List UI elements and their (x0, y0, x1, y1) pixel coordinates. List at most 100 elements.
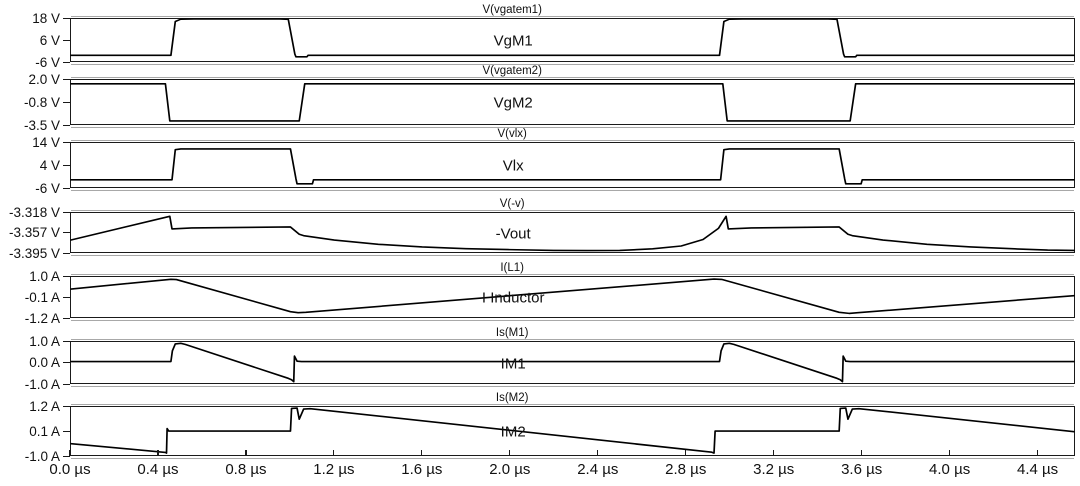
panel-title-vgm1: V(vgatem1) (482, 4, 542, 16)
waveform-svg (70, 83, 1075, 122)
panel-plot-im1[interactable]: IM1 (70, 339, 1075, 387)
panel-title-vlx: V(vlx) (497, 128, 527, 140)
y-tick-label: 2.0 V (28, 71, 60, 87)
panel-separator (71, 255, 1074, 256)
waveform-svg (70, 278, 1075, 315)
y-tick (63, 232, 70, 234)
y-tick-label: -3.357 V (8, 225, 60, 240)
waveform-trace-vlx (70, 148, 1075, 185)
waveform-trace-vgm1 (70, 18, 1075, 58)
panel-separator (71, 458, 1074, 459)
panel-label-i-inductor: I Inductor (481, 289, 545, 307)
x-tick (597, 450, 599, 456)
x-tick (69, 450, 71, 456)
panel-title-im1: Is(M1) (495, 327, 529, 339)
waveform-trace-vgm2 (70, 83, 1075, 122)
panel-separator (71, 64, 1074, 65)
panel-separator (71, 127, 1074, 128)
x-tick (333, 450, 335, 456)
x-tick (509, 450, 511, 456)
panel-plot-vgm2[interactable]: VgM2 (70, 77, 1075, 128)
y-tick (63, 187, 70, 189)
y-tick (63, 455, 70, 457)
panel-title-vgm2: V(vgatem2) (482, 65, 542, 77)
panel-plot-i-inductor[interactable]: I Inductor (70, 274, 1075, 321)
panel-separator (71, 190, 1074, 191)
y-tick (63, 252, 70, 254)
y-tick-label: -0.1 A (24, 289, 60, 305)
y-tick-label: -6 V (35, 180, 60, 196)
waveform-svg (70, 342, 1075, 383)
panel-title--vout: V(-v) (499, 198, 525, 210)
y-tick (63, 296, 70, 298)
x-tick (421, 450, 423, 456)
x-tick (245, 450, 247, 456)
y-tick (63, 78, 70, 80)
y-tick-label: -1.2 A (24, 310, 60, 326)
panel-plot-vlx[interactable]: Vlx (70, 140, 1075, 191)
x-tick-label: 1.2 µs (313, 461, 355, 478)
x-tick (773, 450, 775, 456)
y-tick (63, 340, 70, 342)
waveform-trace-im1 (70, 342, 1075, 383)
panel-separator (71, 320, 1074, 321)
x-tick-label: 0.8 µs (225, 461, 267, 478)
panel-label-im1: IM1 (500, 355, 526, 372)
y-tick-label: -3.318 V (8, 204, 60, 220)
x-tick-label: 3.2 µs (753, 461, 795, 478)
y-tick-label: -6 V (35, 54, 60, 70)
y-tick-label: 0.1 A (29, 423, 60, 439)
waveform-svg (70, 148, 1075, 185)
panel-separator (71, 77, 1074, 78)
y-tick (63, 362, 70, 364)
x-tick-label: 2.8 µs (665, 461, 707, 478)
panel-plot--vout[interactable]: -Vout (70, 210, 1075, 256)
panel-label-vgm1: VgM1 (493, 32, 533, 50)
x-tick-label: 2.0 µs (489, 461, 531, 478)
x-tick-label: 0.0 µs (49, 461, 91, 478)
x-tick (1037, 450, 1039, 456)
y-tick-label: 1.0 A (29, 268, 60, 284)
panel-separator (71, 386, 1074, 387)
y-tick (63, 164, 70, 166)
x-tick-label: 3.6 µs (841, 461, 883, 478)
panel-title-im2: Is(M2) (495, 392, 529, 404)
x-tick (685, 450, 687, 456)
y-tick (63, 141, 70, 143)
waveform-trace--vout (70, 215, 1075, 252)
y-tick-label: 1.2 A (29, 398, 60, 414)
y-tick (63, 39, 70, 41)
panel-separator (71, 140, 1074, 141)
waveform-trace-i-inductor (70, 278, 1075, 315)
x-tick-label: 4.0 µs (929, 461, 971, 478)
y-tick (63, 17, 70, 19)
y-tick (63, 405, 70, 407)
y-tick (63, 211, 70, 213)
waveform-svg (70, 407, 1075, 454)
y-tick-label: 0.0 A (29, 355, 60, 370)
y-tick-label: -3.395 V (8, 245, 60, 261)
y-tick (63, 124, 70, 126)
panel-label-vgm2: VgM2 (493, 94, 533, 112)
y-tick (63, 101, 70, 103)
y-tick (63, 430, 70, 432)
y-tick (63, 383, 70, 385)
y-tick-label: 14 V (32, 134, 60, 150)
x-tick-label: 0.4 µs (137, 461, 179, 478)
panel-plot-vgm1[interactable]: VgM1 (70, 16, 1075, 65)
y-tick-label: 4 V (39, 157, 60, 173)
panel-separator (71, 339, 1074, 340)
panel-title-i-inductor: I(L1) (500, 262, 525, 274)
panel-plot-im2[interactable]: IM2 (70, 404, 1075, 459)
panel-separator (71, 404, 1074, 405)
x-tick-label: 2.4 µs (577, 461, 619, 478)
y-tick-label: 6 V (39, 32, 60, 48)
x-tick (157, 450, 159, 456)
waveform-svg (70, 215, 1075, 252)
x-tick (949, 450, 951, 456)
panel-label--vout: -Vout (495, 225, 531, 242)
panel-label-im2: IM2 (500, 423, 526, 441)
x-tick-label: 4.4 µs (1017, 461, 1059, 478)
y-tick-label: -1.0 A (24, 376, 60, 392)
